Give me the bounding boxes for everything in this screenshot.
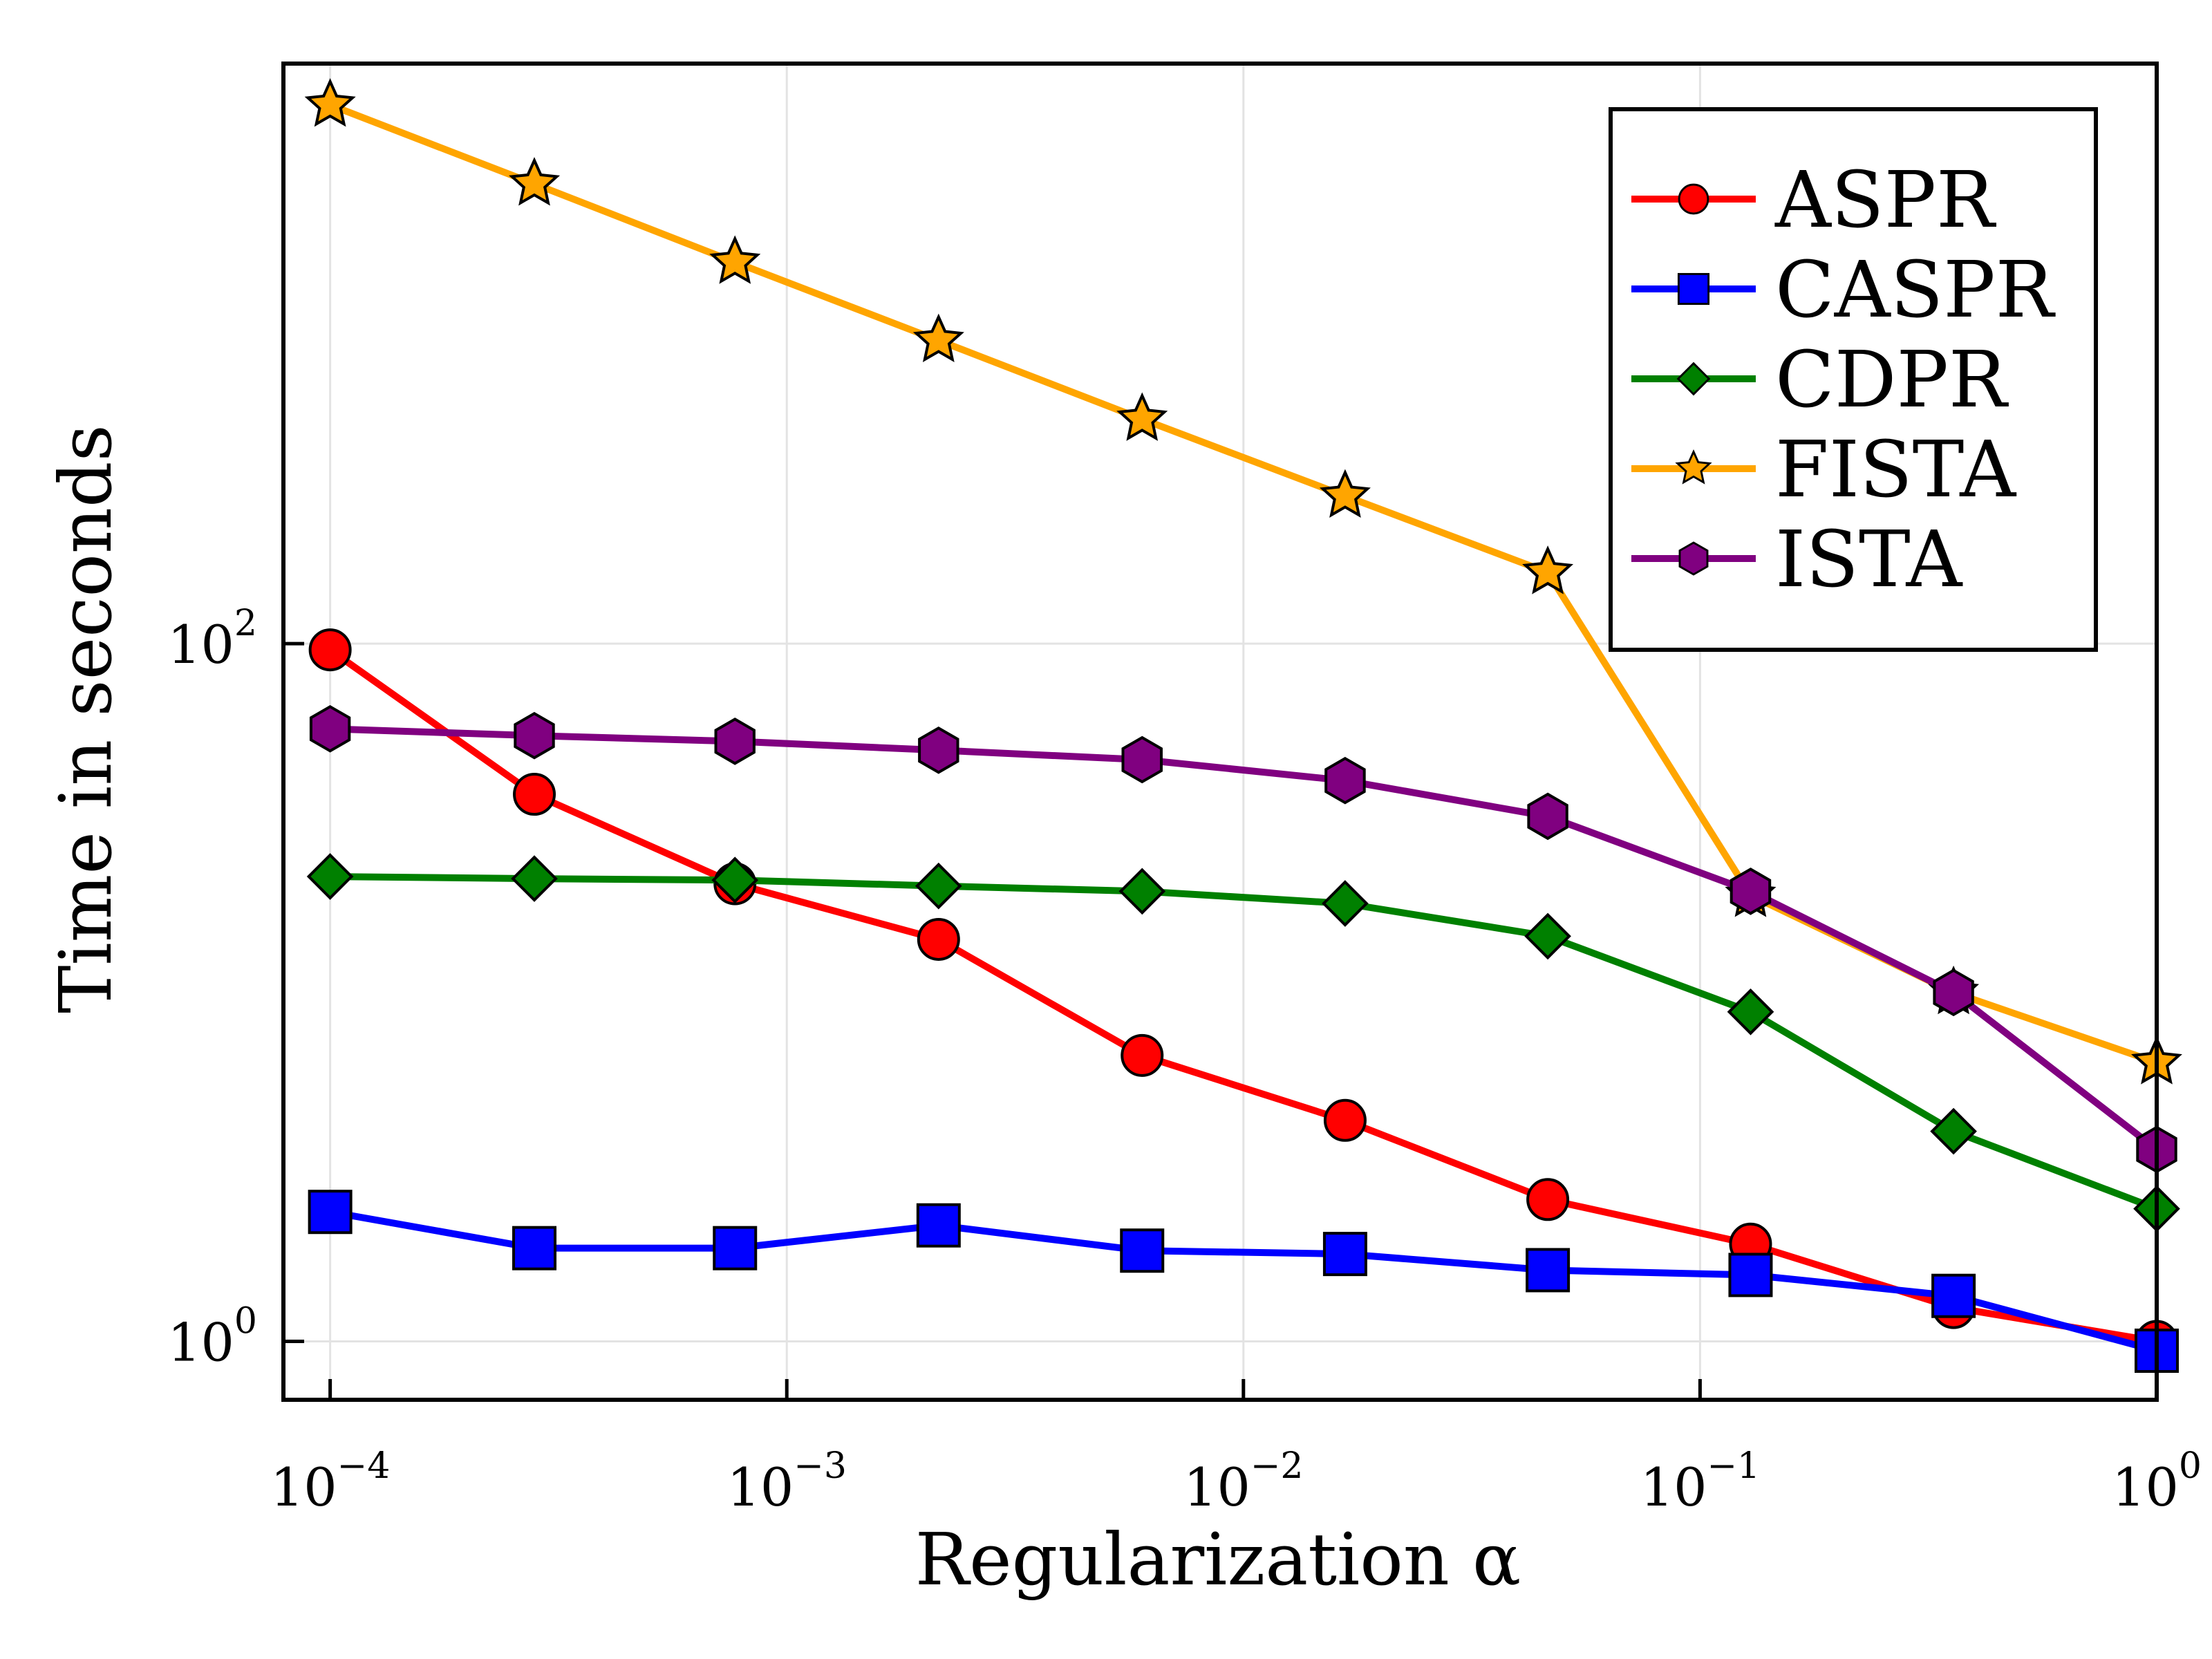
data-point-aspr — [1528, 1179, 1568, 1219]
legend-marker-caspr — [1678, 274, 1708, 303]
data-point-ista — [1732, 869, 1770, 913]
data-point-ista — [1934, 971, 1972, 1015]
data-point-caspr — [714, 1228, 756, 1269]
data-point-ista — [311, 706, 349, 751]
data-point-ista — [1528, 794, 1566, 838]
x-tick-base: 10 — [1183, 1456, 1250, 1518]
data-point-caspr — [310, 1191, 351, 1232]
data-point-caspr — [1324, 1233, 1366, 1275]
legend-label-cdpr: CDPR — [1775, 335, 2009, 425]
y-tick-exponent: 2 — [234, 603, 257, 644]
data-point-aspr — [919, 919, 959, 959]
data-point-aspr — [310, 630, 350, 670]
x-tick-exponent: 0 — [2179, 1445, 2202, 1487]
data-point-ista — [716, 719, 754, 763]
data-point-aspr — [514, 774, 554, 814]
data-point-caspr — [514, 1228, 555, 1269]
data-point-ista — [515, 713, 553, 758]
x-tick-exponent: −1 — [1707, 1445, 1760, 1487]
x-tick-base: 10 — [1640, 1456, 1707, 1518]
data-point-aspr — [1325, 1100, 1365, 1141]
legend-label-caspr: CASPR — [1775, 245, 2056, 335]
x-tick-base: 10 — [270, 1456, 337, 1518]
x-tick-exponent: −3 — [794, 1445, 847, 1487]
legend-marker-ista — [1680, 543, 1707, 574]
data-point-ista — [1123, 738, 1162, 782]
y-tick-base: 10 — [167, 614, 234, 675]
data-point-caspr — [1121, 1230, 1163, 1271]
x-tick-base: 10 — [727, 1456, 794, 1518]
data-point-caspr — [918, 1205, 959, 1246]
data-point-caspr — [1933, 1275, 1974, 1317]
legend: ASPRCASPRCDPRFISTAISTA — [1611, 109, 2096, 650]
data-point-ista — [1326, 758, 1365, 803]
x-axis-label: Regularization α — [915, 1517, 1521, 1602]
data-point-aspr — [1122, 1035, 1162, 1076]
x-tick-exponent: −4 — [337, 1445, 391, 1487]
data-point-ista — [919, 728, 957, 772]
y-axis-label: Time in seconds — [44, 424, 128, 1013]
legend-label-ista: ISTA — [1775, 515, 1963, 605]
x-tick-exponent: −2 — [1250, 1445, 1304, 1487]
x-tick-base: 10 — [2112, 1456, 2179, 1518]
legend-label-aspr: ASPR — [1774, 156, 1997, 245]
legend-marker-aspr — [1679, 185, 1708, 214]
y-tick-base: 10 — [167, 1311, 234, 1373]
legend-label-fista: FISTA — [1775, 425, 2016, 515]
data-point-caspr — [1730, 1254, 1771, 1295]
y-tick-exponent: 0 — [234, 1300, 257, 1342]
data-point-caspr — [1527, 1249, 1568, 1291]
